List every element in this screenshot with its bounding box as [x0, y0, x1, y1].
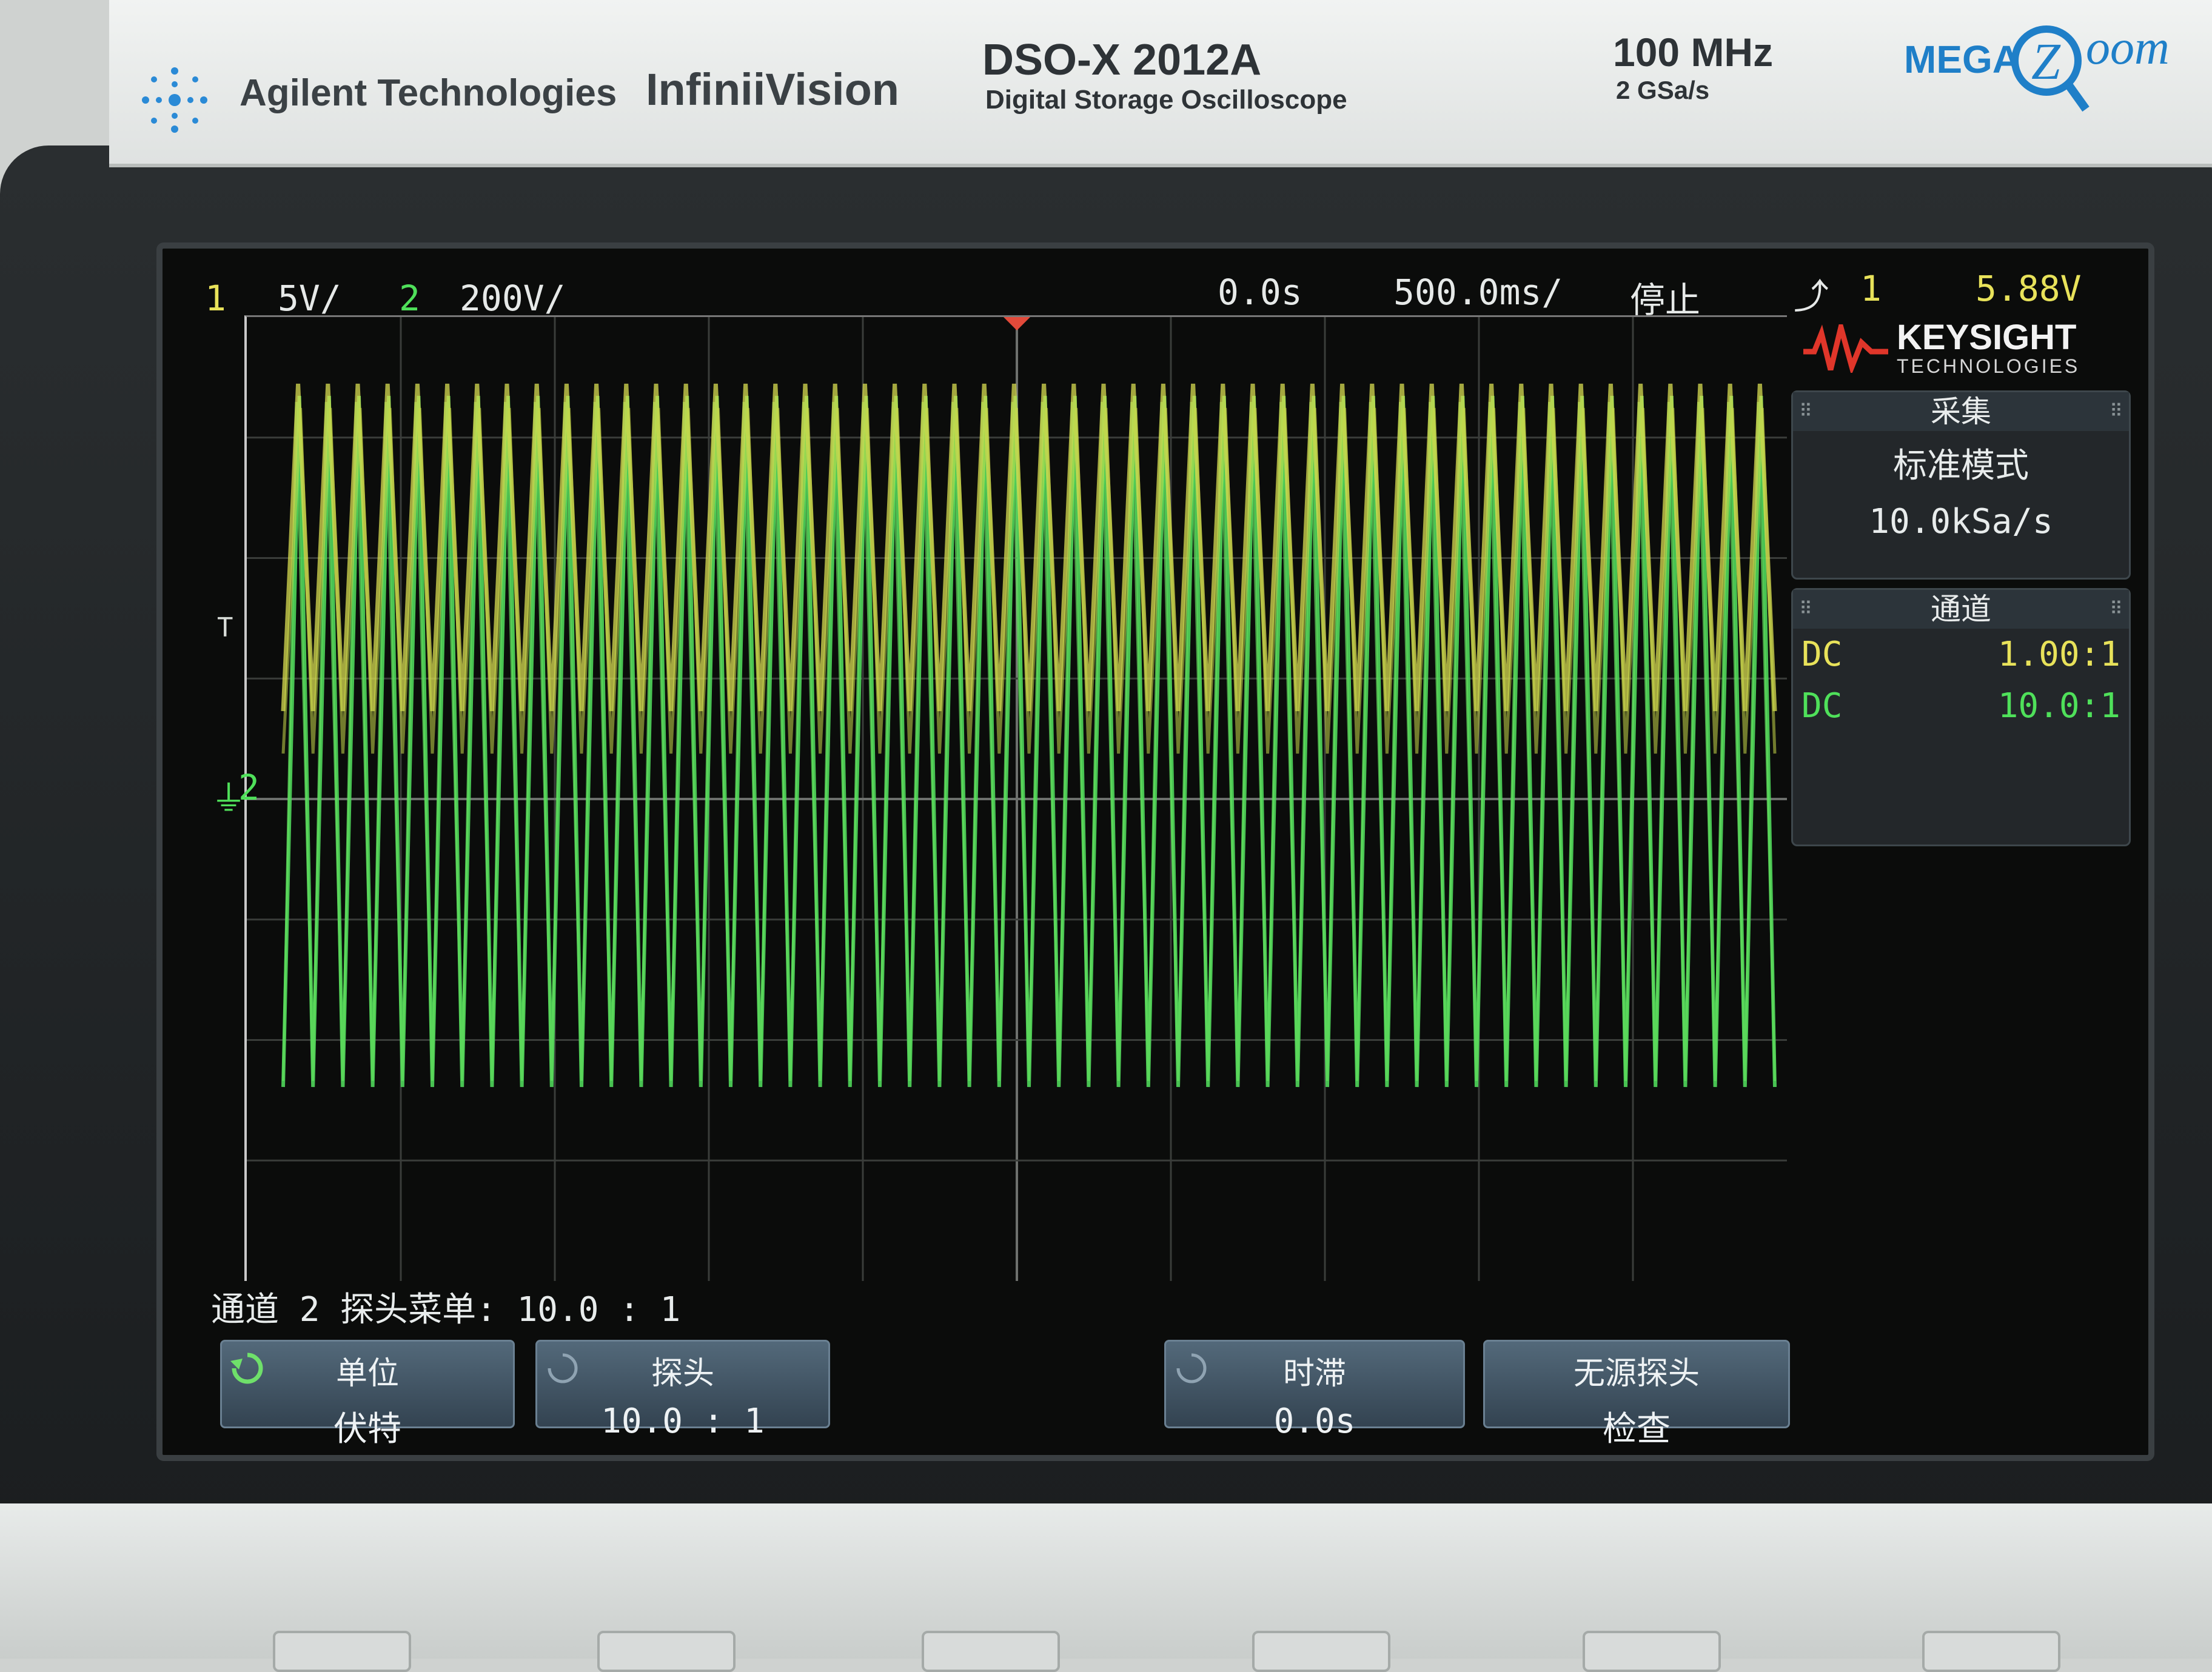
ch2-scale: 200V/ — [460, 278, 566, 319]
keysight-wave-icon — [1803, 324, 1888, 373]
brand-name: Agilent Technologies — [240, 72, 617, 114]
trigger-level: 5.88V — [1976, 268, 2082, 309]
ch1-trace — [281, 407, 1777, 754]
model-description: Digital Storage Oscilloscope — [985, 85, 1347, 115]
waveform-display — [247, 317, 1787, 1281]
front-panel-button[interactable] — [922, 1631, 1060, 1672]
ch2-ground-marker-icon: ⏚ — [211, 778, 247, 819]
model-name: DSO-X 2012A — [982, 36, 1262, 84]
ch1-scale: 5V/ — [278, 278, 341, 319]
front-panel-button[interactable] — [1583, 1631, 1721, 1672]
drag-handle-icon[interactable]: ⠿ — [1799, 401, 1812, 422]
side-panel: KEYSIGHT TECHNOLOGIES ⠿ 采集 ⠿ 标准模式 10.0kS… — [1791, 315, 2131, 846]
drag-handle-icon[interactable]: ⠿ — [2110, 598, 2123, 620]
trigger-level-marker: T — [217, 612, 233, 643]
front-panel-button[interactable] — [1922, 1631, 2060, 1672]
run-state: 停止 — [1630, 279, 1701, 321]
sample-rate-label: 2 GSa/s — [1616, 76, 1710, 104]
acquire-header: 采集 — [1931, 394, 1991, 429]
front-panel-button[interactable] — [273, 1631, 411, 1672]
ch2-number: 2 — [399, 278, 420, 319]
units-softkey[interactable]: 单位 伏特 — [220, 1340, 515, 1449]
units-softkey-label: 单位 — [335, 1356, 399, 1392]
drag-handle-icon[interactable]: ⠿ — [1799, 598, 1812, 620]
ch2-trace — [281, 395, 1777, 1088]
svg-text:MEGA: MEGA — [1904, 38, 2020, 81]
probe-softkey-value: 10.0 : 1 — [601, 1402, 765, 1441]
rotate-knob-icon — [1176, 1353, 1207, 1383]
bandwidth-label: 100 MHz — [1613, 30, 1774, 75]
skew-softkey-value: 0.0s — [1273, 1402, 1356, 1441]
svg-text:Z: Z — [2031, 32, 2061, 90]
agilent-spark-icon — [142, 67, 207, 133]
keysight-logo: KEYSIGHT TECHNOLOGIES — [1791, 315, 2131, 382]
drag-handle-icon[interactable]: ⠿ — [2110, 401, 2123, 422]
skew-softkey-label: 时滞 — [1282, 1356, 1346, 1392]
units-softkey-value: 伏特 — [333, 1409, 401, 1449]
ch2-coupling: DC — [1801, 686, 1843, 726]
trigger-position-marker — [1004, 317, 1030, 330]
passive-probe-check-softkey[interactable]: 无源探头 检查 — [1483, 1340, 1790, 1449]
channel-panel[interactable]: ⠿ 通道 ⠿ DC 1.00:1 DC 10.0:1 — [1791, 588, 2131, 846]
passive-probe-check-value: 检查 — [1603, 1409, 1671, 1449]
channel-row-1: DC 1.00:1 — [1793, 629, 2129, 680]
front-panel-button[interactable] — [1252, 1631, 1390, 1672]
keysight-brand: KEYSIGHT — [1897, 317, 2077, 357]
instrument-top-panel — [109, 0, 2212, 167]
trigger-edge-icon: ⤴ — [1794, 276, 1829, 317]
acquire-mode: 标准模式 — [1893, 446, 2029, 486]
rotate-knob-icon — [548, 1353, 578, 1383]
waveform-graticule[interactable] — [244, 315, 1787, 1281]
keysight-brand-sub: TECHNOLOGIES — [1897, 355, 2080, 377]
ch1-coupling: DC — [1801, 635, 1843, 674]
front-panel-button[interactable] — [597, 1631, 736, 1672]
time-scale: 500.0ms/ — [1393, 272, 1563, 313]
megazoom-logo: MEGA Z oom — [1904, 21, 2170, 112]
skew-softkey[interactable]: 时滞 0.0s — [1164, 1340, 1465, 1441]
ch1-probe-ratio: 1.00:1 — [1997, 635, 2120, 674]
series-name: InfiniiVision — [646, 64, 899, 115]
ch2-ground-marker: 2 — [238, 767, 260, 808]
ch1-number: 1 — [205, 278, 226, 319]
svg-text:oom: oom — [2086, 21, 2170, 75]
probe-softkey[interactable]: 探头 10.0 : 1 — [535, 1340, 830, 1441]
time-delay: 0.0s — [1218, 272, 1302, 313]
channel-row-2: DC 10.0:1 — [1793, 680, 2129, 732]
probe-menu-title: 通道 2 探头菜单: 10.0 : 1 — [211, 1290, 681, 1329]
passive-probe-check-label: 无源探头 — [1573, 1356, 1700, 1392]
oscilloscope-screen: 1 5V/ 2 200V/ 0.0s 500.0ms/ 停止 ⤴ 1 5.88V… — [156, 242, 2154, 1461]
rotate-knob-icon — [230, 1353, 263, 1384]
channel-header: 通道 — [1931, 592, 1991, 627]
trigger-source: 1 — [1860, 268, 1882, 309]
probe-softkey-label: 探头 — [651, 1356, 714, 1392]
ch2-trace — [282, 401, 1776, 1082]
acquire-rate: 10.0kSa/s — [1869, 502, 2053, 541]
ch2-probe-ratio: 10.0:1 — [1997, 686, 2120, 726]
acquire-panel[interactable]: ⠿ 采集 ⠿ 标准模式 10.0kSa/s — [1791, 390, 2131, 580]
